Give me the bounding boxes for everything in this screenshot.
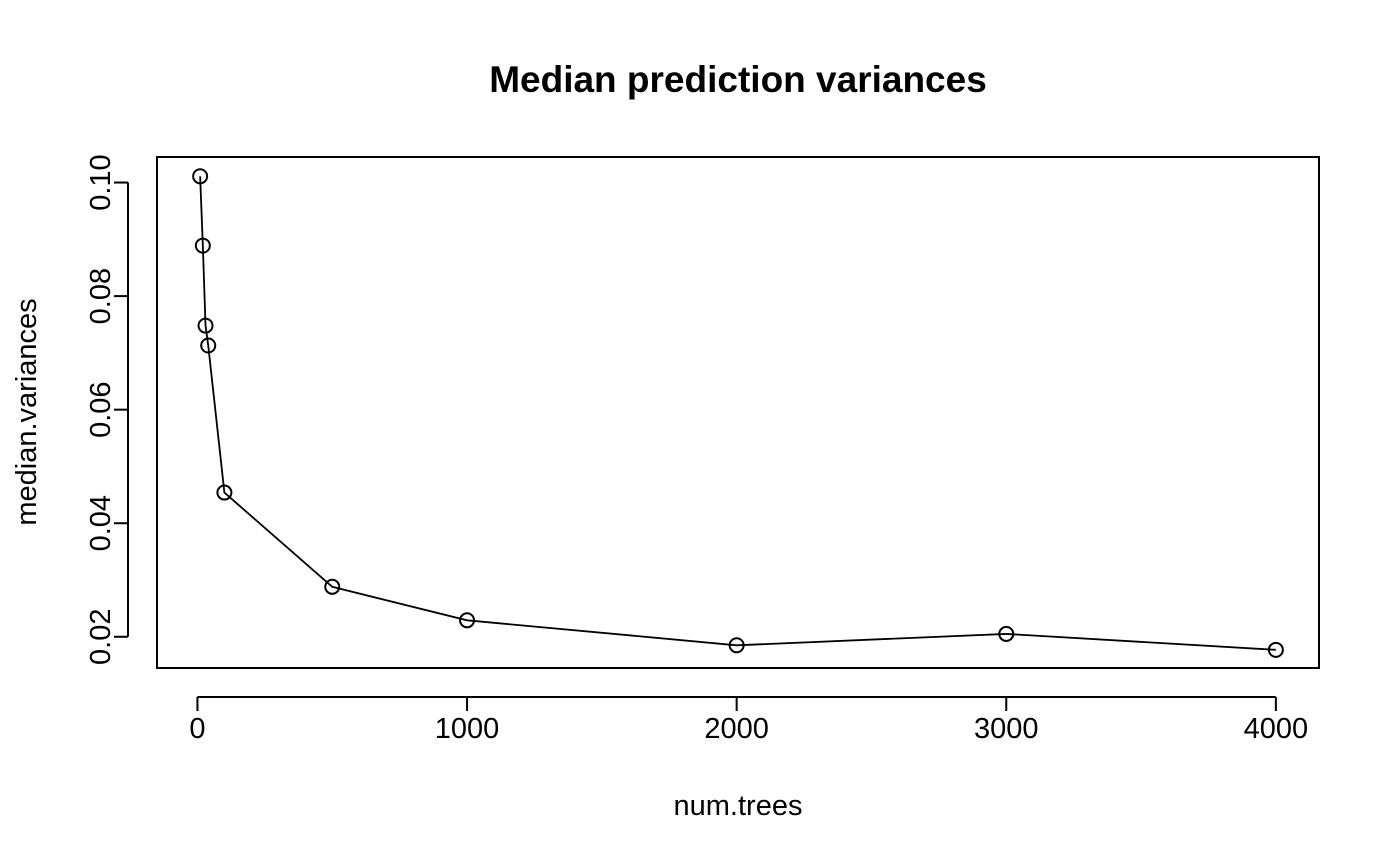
data-point [197, 317, 214, 334]
y-axis: 0.02 0.04 0.06 0.08 0.10 [85, 154, 129, 665]
data-point [194, 237, 211, 254]
x-axis: 0 1000 2000 3000 4000 [189, 696, 1309, 745]
y-tick-label: 0.08 [85, 268, 117, 324]
x-axis-label: num.trees [674, 790, 803, 822]
y-tick-label: 0.02 [85, 609, 117, 665]
data-point [324, 578, 341, 595]
x-tick-label: 1000 [435, 713, 500, 745]
data-point [216, 484, 233, 501]
data-point [200, 337, 217, 354]
y-tick-label: 0.04 [85, 495, 117, 551]
y-axis-label: median.variances [11, 298, 43, 525]
data-point [192, 168, 209, 185]
data-point [998, 625, 1015, 642]
data-point [1267, 641, 1284, 658]
x-tick-label: 0 [189, 713, 205, 745]
y-tick-label: 0.10 [85, 154, 117, 210]
series-line [199, 176, 1276, 651]
data-point [459, 612, 476, 629]
x-tick-label: 2000 [704, 713, 769, 745]
data-point [728, 637, 745, 654]
chart-title: Median prediction variances [489, 59, 987, 100]
x-tick-label: 3000 [974, 713, 1039, 745]
plot-frame [156, 156, 1320, 669]
y-tick-label: 0.06 [85, 381, 117, 437]
series [192, 168, 1284, 658]
x-tick-label: 4000 [1244, 713, 1309, 745]
